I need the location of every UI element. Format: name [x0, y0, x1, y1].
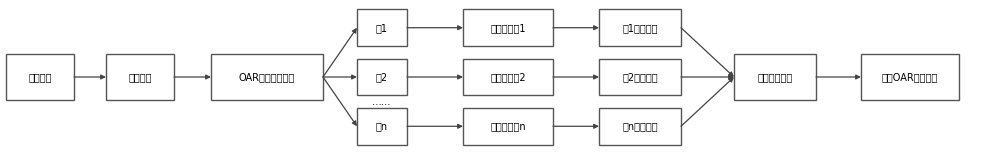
Text: ……: ……: [372, 97, 392, 107]
Text: 组2分割结果: 组2分割结果: [622, 72, 658, 82]
FancyBboxPatch shape: [861, 54, 959, 100]
Text: 二维OAR分割结果: 二维OAR分割结果: [882, 72, 938, 82]
Text: OAR的粗分割结果: OAR的粗分割结果: [239, 72, 295, 82]
FancyBboxPatch shape: [463, 9, 553, 46]
Text: 细分割网络1: 细分割网络1: [490, 23, 526, 33]
Text: 组1: 组1: [376, 23, 388, 33]
Text: 定位网络: 定位网络: [128, 72, 152, 82]
FancyBboxPatch shape: [463, 59, 553, 95]
Text: 组n: 组n: [376, 121, 388, 131]
Text: 细分割网络n: 细分割网络n: [490, 121, 526, 131]
FancyBboxPatch shape: [599, 108, 681, 145]
FancyBboxPatch shape: [357, 59, 407, 95]
Text: 二维图象: 二维图象: [28, 72, 52, 82]
FancyBboxPatch shape: [463, 108, 553, 145]
Text: 组2: 组2: [376, 72, 388, 82]
FancyBboxPatch shape: [357, 9, 407, 46]
FancyBboxPatch shape: [6, 54, 74, 100]
FancyBboxPatch shape: [599, 9, 681, 46]
FancyBboxPatch shape: [106, 54, 174, 100]
FancyBboxPatch shape: [357, 108, 407, 145]
Text: 组1分割结果: 组1分割结果: [622, 23, 658, 33]
FancyBboxPatch shape: [599, 59, 681, 95]
Text: 组n分割结果: 组n分割结果: [622, 121, 658, 131]
FancyBboxPatch shape: [734, 54, 816, 100]
Text: 融合及后处理: 融合及后处理: [757, 72, 793, 82]
FancyBboxPatch shape: [211, 54, 323, 100]
Text: 细分割网络2: 细分割网络2: [490, 72, 526, 82]
